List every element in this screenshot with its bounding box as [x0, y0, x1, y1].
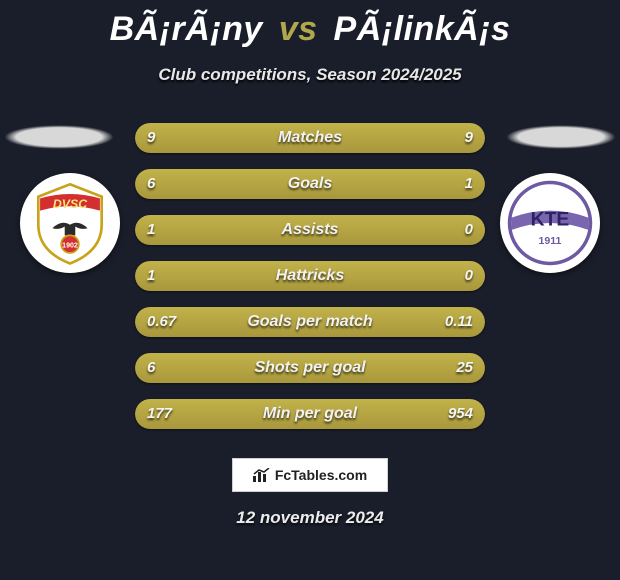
shadow-left: [4, 125, 114, 149]
chart-icon: [253, 468, 271, 482]
stat-bar: 625Shots per goal: [135, 353, 485, 383]
stat-metric-label: Shots per goal: [135, 353, 485, 383]
stat-metric-label: Min per goal: [135, 399, 485, 429]
shadow-right: [506, 125, 616, 149]
stat-bar: 0.670.11Goals per match: [135, 307, 485, 337]
stat-bar: 10Assists: [135, 215, 485, 245]
stat-bar: 177954Min per goal: [135, 399, 485, 429]
comparison-stage: DVSC 1902 KTE 1911 99Matches 61Goals 10Ass…: [0, 123, 620, 463]
player1-name: BÃ¡rÃ¡ny: [110, 10, 263, 48]
stat-bar: 10Hattricks: [135, 261, 485, 291]
stat-bar: 99Matches: [135, 123, 485, 153]
player2-name: PÃ¡linkÃ¡s: [334, 10, 511, 48]
club-badge-left: DVSC 1902: [20, 173, 120, 273]
svg-text:KTE: KTE: [531, 209, 570, 231]
kte-logo-icon: KTE 1911: [506, 179, 594, 267]
footer-date: 12 november 2024: [0, 508, 620, 528]
season-subtitle: Club competitions, Season 2024/2025: [0, 65, 620, 85]
stat-metric-label: Goals: [135, 169, 485, 199]
vs-label: vs: [279, 10, 318, 48]
stat-bars: 99Matches 61Goals 10Assists 10Hattricks 0.67…: [135, 123, 485, 445]
brand-label: FcTables.com: [253, 467, 367, 483]
svg-text:DVSC: DVSC: [53, 197, 88, 211]
comparison-title: BÃ¡rÃ¡ny vs PÃ¡linkÃ¡s: [0, 0, 620, 49]
stat-metric-label: Assists: [135, 215, 485, 245]
stat-bar: 61Goals: [135, 169, 485, 199]
svg-text:1911: 1911: [539, 235, 562, 247]
brand-text: FcTables.com: [275, 467, 367, 483]
stat-metric-label: Goals per match: [135, 307, 485, 337]
stat-metric-label: Hattricks: [135, 261, 485, 291]
club-badge-right: KTE 1911: [500, 173, 600, 273]
svg-text:1902: 1902: [62, 243, 78, 250]
stat-metric-label: Matches: [135, 123, 485, 153]
dvsc-logo-icon: DVSC 1902: [26, 179, 114, 267]
brand-box[interactable]: FcTables.com: [232, 458, 388, 492]
